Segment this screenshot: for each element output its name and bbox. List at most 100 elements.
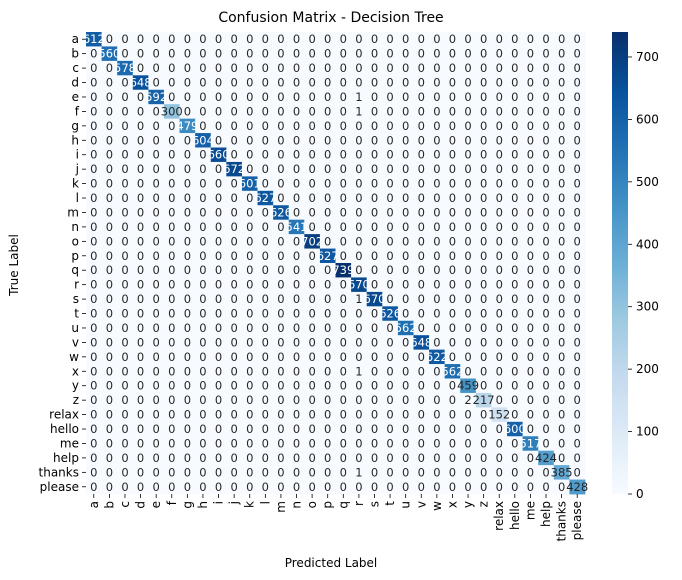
heatmap-cell (507, 378, 524, 394)
heatmap-cell (429, 32, 446, 47)
cell-value-label: 0 (464, 234, 471, 248)
heatmap-cell (366, 60, 383, 76)
y-tick-label: relax (49, 408, 79, 422)
cell-value-label: 0 (184, 191, 191, 205)
heatmap-cell (117, 176, 134, 192)
cell-value-label: 0 (464, 76, 471, 90)
cell-value-label: 0 (527, 278, 534, 292)
heatmap-cell (163, 133, 180, 148)
heatmap-cell (257, 320, 274, 336)
heatmap-cell (257, 104, 274, 120)
heatmap-cell (195, 450, 212, 466)
heatmap-cell (210, 306, 227, 322)
heatmap-cell (163, 60, 180, 76)
heatmap-cell (163, 118, 180, 134)
cell-value-label: 0 (308, 480, 315, 494)
cell-value-label: 0 (511, 61, 518, 75)
heatmap-cell (397, 32, 414, 47)
heatmap-cell (351, 436, 368, 452)
cell-value-label: 0 (168, 205, 175, 219)
heatmap-cell (366, 32, 383, 47)
heatmap-cell (288, 263, 305, 278)
cell-value-label: 0 (527, 47, 534, 61)
heatmap-cell (569, 349, 586, 365)
cell-value-label: 0 (90, 104, 97, 118)
cell-value-label: 0 (542, 335, 549, 349)
heatmap-cell (538, 205, 555, 221)
heatmap-cell (273, 320, 290, 336)
heatmap-cell (117, 349, 134, 365)
cell-value-label: 0 (215, 436, 222, 450)
cell-value-label: 0 (153, 205, 160, 219)
cell-value-label: 0 (558, 220, 565, 234)
heatmap-cell (210, 190, 227, 206)
heatmap-cell (553, 46, 570, 62)
cell-value-label: 0 (418, 104, 425, 118)
cell-value-label: 0 (277, 292, 284, 306)
heatmap-cell (553, 335, 570, 351)
cell-value-label: 0 (168, 335, 175, 349)
heatmap-cell (335, 263, 352, 278)
cell-value-label: 0 (121, 191, 128, 205)
heatmap-cell (429, 277, 446, 293)
cell-value-label: 0 (574, 307, 581, 321)
cell-value-label: 0 (574, 422, 581, 436)
cell-value-label: 0 (137, 263, 144, 277)
heatmap-cell (366, 205, 383, 221)
cell-value-label: 0 (199, 480, 206, 494)
heatmap-cell (366, 335, 383, 351)
cell-value-label: 601 (239, 177, 261, 191)
cell-value-label: 0 (324, 364, 331, 378)
cell-value-label: 0 (402, 379, 409, 393)
cell-value-label: 0 (558, 249, 565, 263)
cell-value-label: 0 (230, 76, 237, 90)
heatmap-cell (288, 234, 305, 249)
cell-value-label: 0 (121, 76, 128, 90)
heatmap-cell (241, 349, 258, 365)
heatmap-cell (288, 436, 305, 452)
heatmap-cell (179, 46, 196, 62)
heatmap-cell (132, 450, 149, 466)
heatmap-cell (257, 306, 274, 322)
cell-value-label: 0 (324, 162, 331, 176)
heatmap-cell (475, 205, 492, 221)
cell-value-label: 0 (230, 321, 237, 335)
heatmap-cell (195, 46, 212, 62)
heatmap-cell (304, 176, 321, 192)
cell-value-label: 0 (153, 465, 160, 479)
cell-value-label: 0 (215, 350, 222, 364)
cell-value-label: 0 (324, 321, 331, 335)
cell-value-label: 0 (418, 350, 425, 364)
y-tick-label: w (69, 350, 79, 364)
cell-value-label: 0 (355, 307, 362, 321)
cell-value-label: 0 (246, 249, 253, 263)
cell-value-label: 0 (90, 263, 97, 277)
cell-value-label: 0 (433, 104, 440, 118)
cell-value-label: 0 (121, 205, 128, 219)
cell-value-label: 0 (355, 451, 362, 465)
cell-value-label: 0 (558, 32, 565, 46)
heatmap-cell (117, 161, 134, 177)
heatmap-cell (475, 263, 492, 278)
cell-value-label: 0 (262, 307, 269, 321)
heatmap-cell (507, 32, 524, 47)
x-tick-label: z (477, 501, 491, 507)
heatmap-cell (444, 277, 461, 293)
cell-value-label: 0 (496, 47, 503, 61)
heatmap-cell (304, 161, 321, 177)
heatmap-cell (460, 46, 477, 62)
heatmap-cell (304, 133, 321, 148)
cell-value-label: 0 (262, 408, 269, 422)
heatmap-cell (86, 392, 102, 408)
cell-value-label: 0 (418, 292, 425, 306)
heatmap-cell (475, 234, 492, 249)
heatmap-cell (241, 219, 258, 235)
cell-value-label: 0 (262, 76, 269, 90)
cell-value-label: 0 (371, 177, 378, 191)
heatmap-cell (273, 421, 290, 437)
heatmap-cell (351, 263, 368, 278)
cell-value-label: 0 (496, 393, 503, 407)
cell-value-label: 0 (308, 263, 315, 277)
